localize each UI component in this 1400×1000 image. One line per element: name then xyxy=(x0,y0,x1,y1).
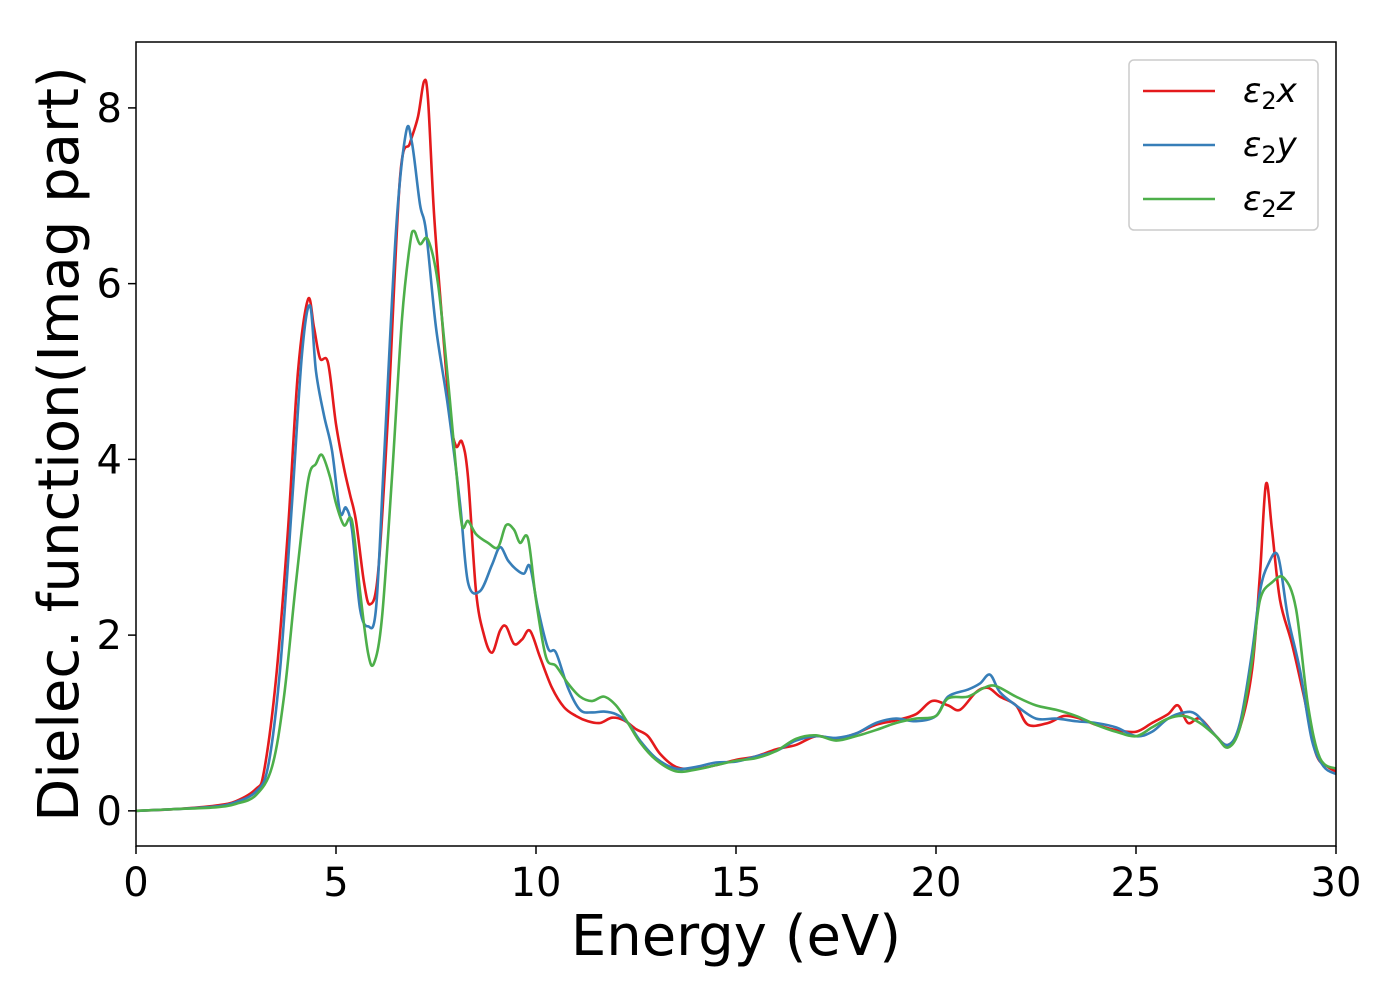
x-tick-label: 20 xyxy=(911,860,962,906)
x-tick-label: 5 xyxy=(323,860,348,906)
series-line-y xyxy=(136,124,1336,813)
legend-label-z: ε2z xyxy=(1243,179,1296,223)
x-tick-label: 25 xyxy=(1111,860,1162,906)
y-axis-ticks: 0 2 4 6 8 xyxy=(97,86,136,835)
x-axis-ticks: 0 5 10 15 20 25 30 xyxy=(123,846,1361,906)
y-tick-label: 6 xyxy=(97,262,122,308)
x-tick-label: 30 xyxy=(1311,860,1362,906)
legend-label-y: ε2y xyxy=(1243,125,1298,169)
legend: ε2x ε2y ε2z xyxy=(1128,59,1319,231)
series-line-z xyxy=(136,229,1336,813)
x-tick-label: 10 xyxy=(511,860,562,906)
x-tick-label: 15 xyxy=(711,860,762,906)
x-tick-label: 0 xyxy=(123,860,148,906)
y-tick-label: 2 xyxy=(97,613,122,659)
x-axis-title: Energy (eV) xyxy=(571,904,901,969)
y-tick-label: 8 xyxy=(97,86,122,132)
legend-box xyxy=(1128,59,1319,231)
y-tick-label: 4 xyxy=(97,437,122,483)
series-line-x xyxy=(136,78,1336,813)
legend-label-x: ε2x xyxy=(1243,71,1298,115)
y-tick-label: 0 xyxy=(97,789,122,835)
y-axis-title: Dielec. function(Imag part) xyxy=(27,66,92,822)
series-layer xyxy=(136,78,1336,813)
